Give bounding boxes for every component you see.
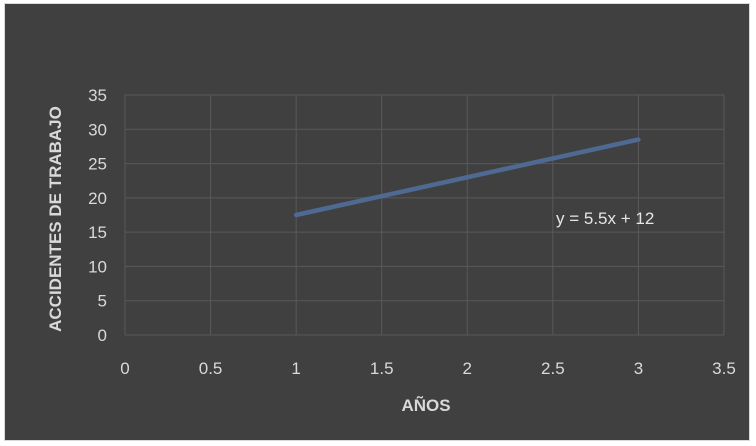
y-tick-label: 30 [88,120,107,139]
y-tick-label: 20 [88,189,107,208]
y-tick-label: 5 [98,292,107,311]
y-tick-labels: 0 5 10 15 20 25 30 35 [88,86,107,345]
y-tick-label: 25 [88,155,107,174]
chart-svg: 0 0.5 1 1.5 2 2.5 3 3.5 0 5 10 15 20 25 30 35 AÑOS ACC… [46,86,736,415]
x-tick-label: 2 [463,359,472,378]
x-tick-labels: 0 0.5 1 1.5 2 2.5 3 3.5 [120,359,736,378]
grid [124,94,725,336]
x-tick-label: 1.5 [370,359,394,378]
x-tick-label: 2.5 [541,359,565,378]
x-tick-label: 3 [634,359,643,378]
chart-area: 0 0.5 1 1.5 2 2.5 3 3.5 0 5 10 15 20 25 30 35 AÑOS ACC… [4,3,750,441]
y-tick-label: 10 [88,257,107,276]
y-tick-label: 35 [88,86,107,105]
x-tick-label: 0 [120,359,129,378]
x-tick-label: 0.5 [199,359,223,378]
x-tick-label: 1 [291,359,300,378]
y-tick-label: 0 [98,326,107,345]
trendline-equation: y = 5.5x + 12 [556,209,654,228]
y-axis-title: ACCIDENTES DE TRABAJO [46,106,65,332]
y-tick-label: 15 [88,223,107,242]
series [293,137,641,218]
x-tick-label: 3.5 [712,359,736,378]
x-axis-title: AÑOS [401,395,450,415]
series-line [293,137,641,218]
